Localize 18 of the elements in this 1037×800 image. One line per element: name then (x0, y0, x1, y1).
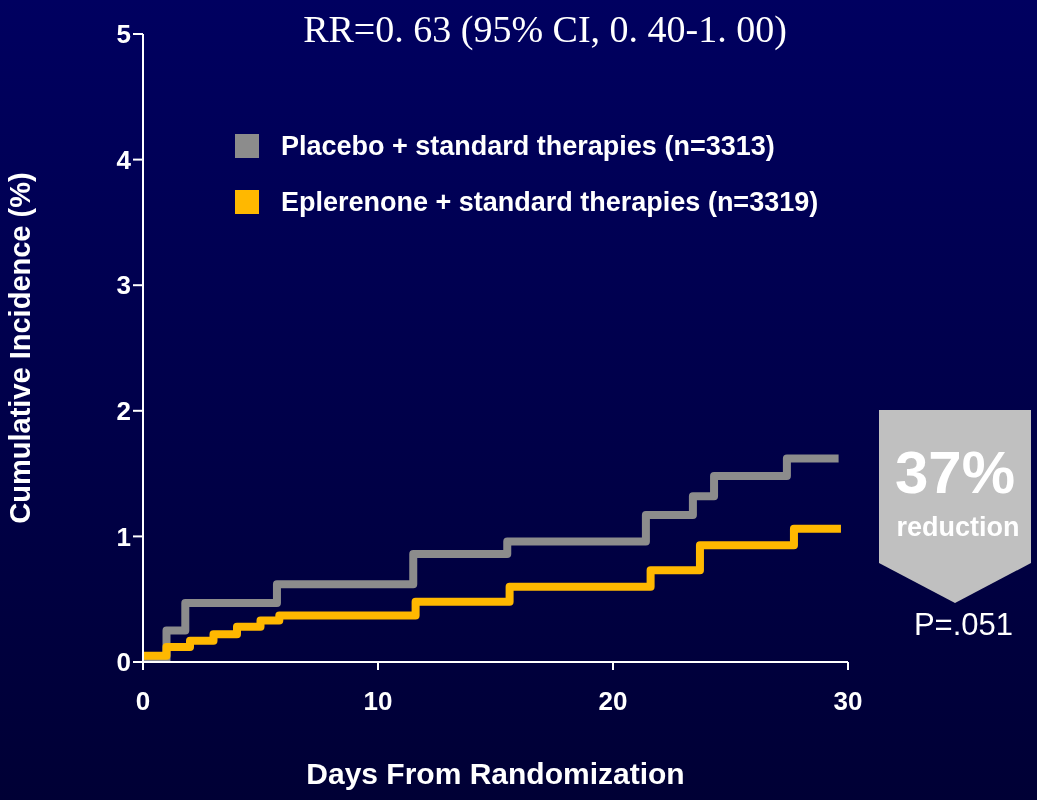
x-axis-title: Days From Randomization (306, 757, 685, 790)
text: P=.051 (912, 607, 1015, 643)
y-tick-label: 0 (116, 647, 131, 678)
x-tick-label: 10 (363, 686, 393, 717)
y-axis-title: Cumulative Incidence (%) (4, 172, 37, 524)
y-tick-label: 2 (116, 396, 131, 427)
x-tick-label: 30 (833, 686, 863, 717)
y-tick-label: 5 (116, 19, 131, 50)
x-tick-label: 20 (598, 686, 628, 717)
x-tick-label: 0 (135, 686, 151, 717)
y-tick-label: 4 (116, 144, 132, 175)
y-tick-label: 3 (116, 270, 131, 301)
text: reduction (895, 512, 1021, 543)
y-tick-label: 1 (116, 521, 131, 552)
legend-label: Placebo + standard therapies (n=3313) (281, 130, 775, 162)
legend-label: Eplerenone + standard therapies (n=3319) (281, 186, 819, 218)
text: 37% (893, 439, 1017, 506)
chart-title: RR=0. 63 (95% CI, 0. 40-1. 00) (302, 8, 788, 50)
